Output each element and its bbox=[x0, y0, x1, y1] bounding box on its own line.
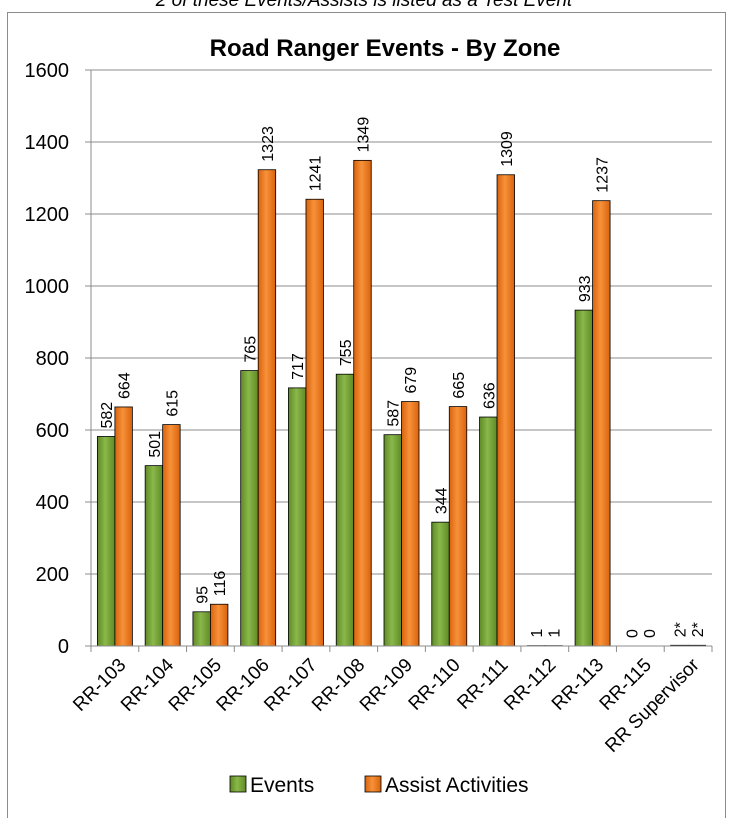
legend-swatch-events bbox=[229, 775, 247, 793]
events-data-label: 501 bbox=[147, 431, 164, 458]
events-data-label: 933 bbox=[577, 275, 594, 302]
assist-data-label: 1237 bbox=[594, 157, 611, 193]
y-tick-label: 400 bbox=[36, 492, 69, 514]
assist-data-label: 1349 bbox=[355, 117, 372, 153]
x-tick-label: RR-109 bbox=[356, 655, 417, 716]
events-data-label: 1 bbox=[529, 629, 546, 638]
events-bar bbox=[144, 465, 164, 647]
x-tick-label: RR-110 bbox=[405, 655, 465, 715]
legend-label-assist: Assist Activities bbox=[385, 774, 529, 797]
events-bar bbox=[240, 370, 259, 647]
x-tick-label: RR-106 bbox=[213, 655, 274, 716]
y-tick-label: 0 bbox=[58, 636, 69, 658]
assist-bar bbox=[114, 406, 133, 647]
events-bar bbox=[574, 309, 593, 647]
assist-data-label: 615 bbox=[164, 390, 181, 417]
events-data-label: 636 bbox=[481, 382, 498, 409]
y-tick-label: 1200 bbox=[25, 204, 70, 226]
y-axis: 0 200 400 600 800 1000 1200 1400 1600 bbox=[25, 60, 92, 658]
assist-bar bbox=[592, 200, 611, 647]
bars: 582 501 95 765 717 755 587 344 636 1 933 0 2* 664 615 1… bbox=[96, 117, 707, 647]
events-data-label: 344 bbox=[434, 487, 451, 514]
assist-data-label: 665 bbox=[451, 372, 468, 399]
x-tick-label: RR-113 bbox=[548, 655, 608, 715]
events-data-label: 582 bbox=[99, 402, 116, 429]
y-tick-label: 600 bbox=[36, 420, 69, 442]
assist-bar bbox=[210, 603, 229, 647]
events-bar bbox=[192, 611, 211, 647]
events-bar bbox=[335, 373, 355, 647]
assist-data-label: 1 bbox=[547, 629, 564, 638]
assist-data-label: 116 bbox=[212, 571, 229, 597]
events-bar bbox=[479, 416, 498, 647]
assist-data-label: 664 bbox=[117, 372, 134, 399]
legend-swatch-assist bbox=[364, 775, 382, 793]
assist-data-label: 0 bbox=[642, 629, 659, 638]
assist-data-label: 1241 bbox=[308, 156, 325, 192]
events-data-label: 2* bbox=[672, 622, 689, 637]
assist-bar bbox=[496, 174, 515, 647]
x-tick-label: RR-112 bbox=[500, 655, 560, 715]
assist-data-label: 1323 bbox=[260, 126, 277, 162]
y-tick-label: 1400 bbox=[25, 132, 70, 154]
assist-bar bbox=[257, 169, 277, 647]
events-bar bbox=[383, 434, 402, 647]
assist-bar bbox=[448, 406, 468, 647]
assist-bar bbox=[305, 198, 324, 647]
events-data-label: 587 bbox=[386, 400, 403, 427]
events-data-label: 765 bbox=[242, 336, 259, 363]
events-bar bbox=[96, 436, 116, 647]
events-data-label: 717 bbox=[290, 353, 307, 380]
assist-data-label: 1309 bbox=[499, 131, 516, 167]
y-tick-label: 200 bbox=[36, 564, 69, 586]
y-tick-label: 800 bbox=[36, 348, 69, 370]
assist-data-label: 679 bbox=[403, 367, 420, 394]
x-tick-label: RR-107 bbox=[260, 655, 321, 716]
x-tick-label: RR-111 bbox=[453, 655, 512, 714]
legend-label-events: Events bbox=[250, 774, 314, 797]
chart-frame bbox=[7, 12, 726, 818]
assist-data-label: 2* bbox=[690, 622, 707, 637]
assist-bar bbox=[162, 424, 181, 647]
legend: Events Assist Activities bbox=[229, 774, 529, 797]
y-tick-label: 1000 bbox=[25, 276, 70, 298]
x-tick-label: RR-108 bbox=[308, 655, 369, 716]
top-note: 2 of these Events/Assists is listed as a… bbox=[155, 0, 573, 11]
events-bar bbox=[288, 387, 307, 647]
y-tick-label: 1600 bbox=[25, 60, 70, 82]
chart-title: Road Ranger Events - By Zone bbox=[210, 35, 561, 62]
assist-bar bbox=[401, 401, 420, 647]
events-data-label: 755 bbox=[338, 339, 355, 366]
x-axis: RR-103RR-104RR-105RR-106RR-107RR-108RR-1… bbox=[69, 645, 713, 757]
events-data-label: 95 bbox=[195, 586, 212, 604]
assist-bar bbox=[353, 159, 372, 647]
x-tick-label: RR-105 bbox=[165, 655, 226, 716]
events-bar bbox=[431, 521, 450, 647]
x-tick-label: RR-103 bbox=[69, 655, 130, 716]
events-data-label: 0 bbox=[625, 629, 642, 638]
